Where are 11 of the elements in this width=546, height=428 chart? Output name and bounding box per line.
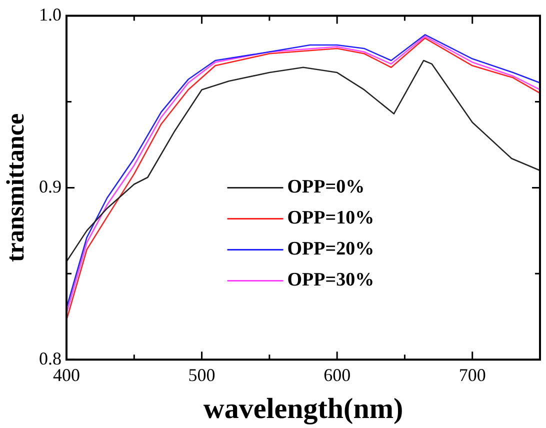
y-tick-label: 0.9	[39, 176, 62, 196]
legend-label: OPP=0%	[287, 176, 365, 198]
y-tick-label: 1.0	[39, 4, 62, 25]
y-axis-title: transmittance	[2, 113, 30, 262]
legend-label: OPP=20%	[287, 238, 374, 260]
x-tick-label: 600	[324, 365, 351, 386]
x-tick-label: 700	[458, 365, 486, 386]
legend-label: OPP=10%	[287, 208, 374, 229]
x-axis-title: wavelength(nm)	[203, 393, 404, 426]
x-tick-label: 500	[188, 365, 216, 386]
legend-label: OPP=30%	[287, 270, 374, 291]
